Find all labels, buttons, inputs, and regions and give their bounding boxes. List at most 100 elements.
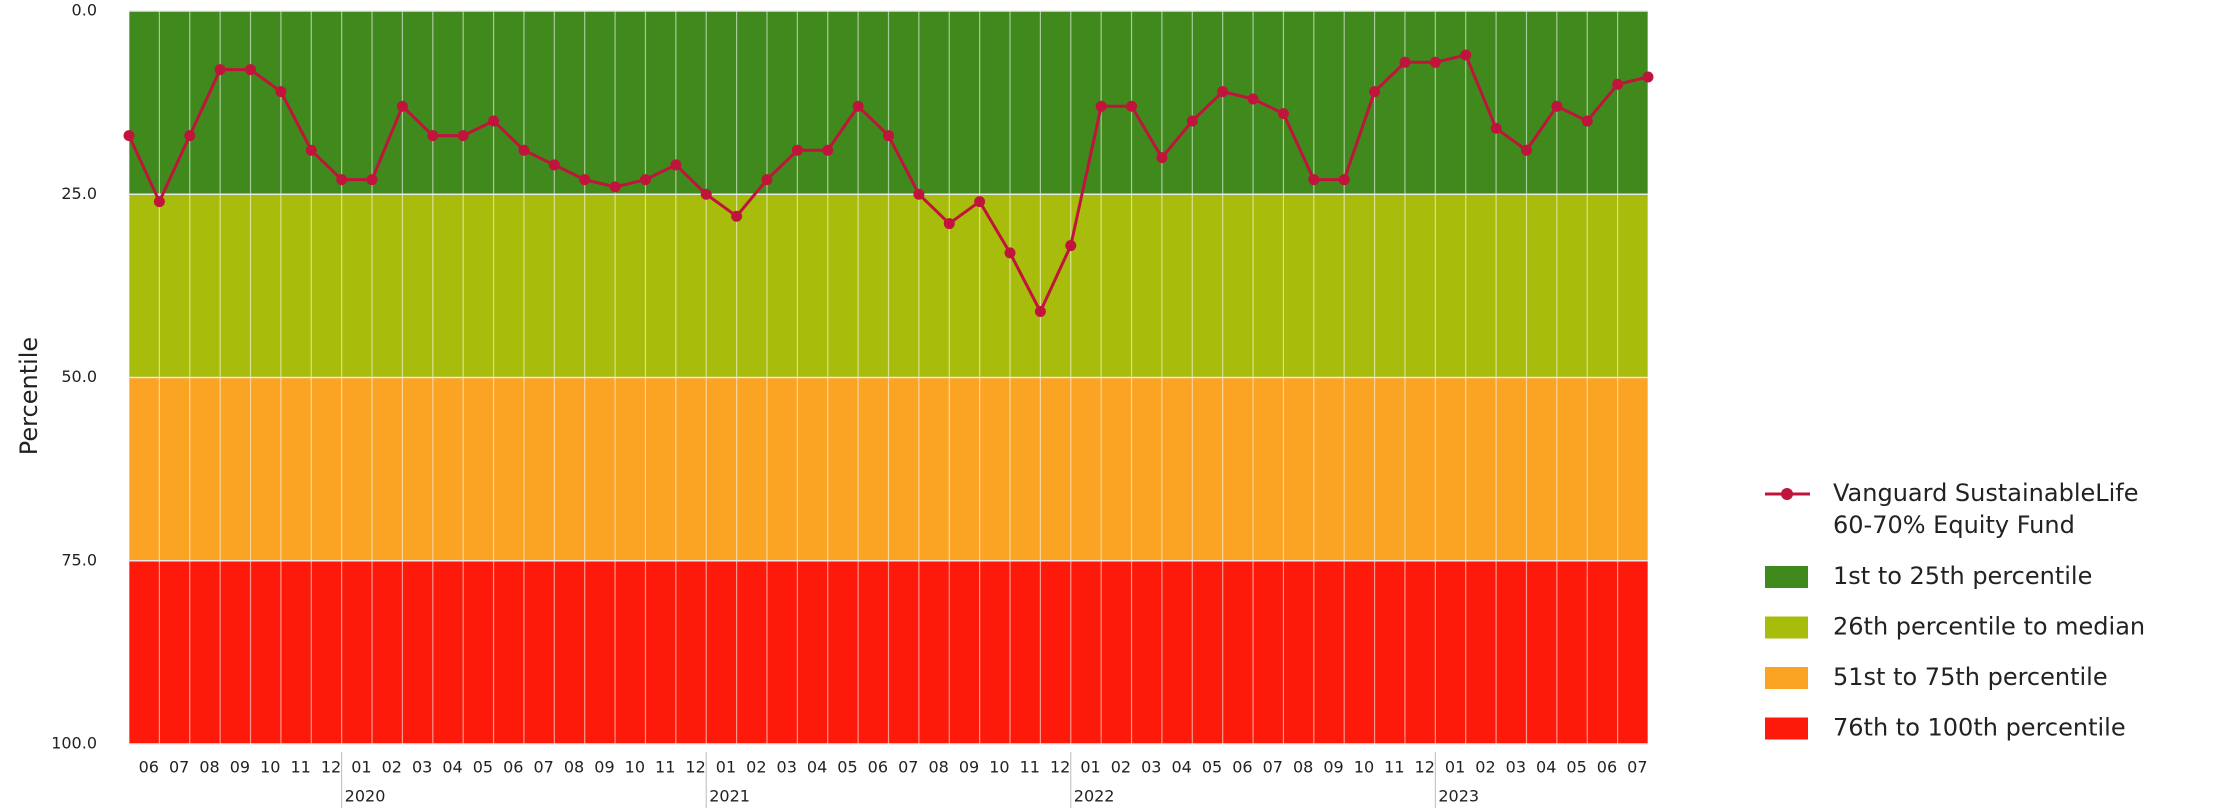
x-tick-label: 01 — [1080, 758, 1100, 777]
x-tick-label: 02 — [382, 758, 402, 777]
data-point — [639, 174, 651, 186]
data-point — [396, 100, 408, 112]
y-tick-label: 50.0 — [61, 367, 97, 386]
data-point — [1581, 115, 1593, 127]
data-point — [366, 174, 378, 186]
legend-line-text: 60-70% Equity Fund — [1833, 511, 2075, 539]
x-tick-label: 12 — [1050, 758, 1070, 777]
data-point — [822, 144, 834, 156]
data-point — [1490, 122, 1502, 134]
data-point — [1156, 152, 1168, 164]
legend-label: 26th percentile to median — [1833, 613, 2145, 641]
year-label: 2020 — [345, 787, 386, 806]
legend-swatch — [1765, 717, 1808, 740]
data-point — [548, 159, 560, 171]
legend-swatch — [1765, 667, 1808, 689]
x-tick-label: 11 — [290, 758, 310, 777]
x-tick-label: 04 — [1536, 758, 1556, 777]
data-point — [1369, 86, 1381, 98]
x-tick-label: 10 — [625, 758, 645, 777]
y-axis-label: Percentile — [15, 337, 43, 455]
data-point — [1126, 100, 1138, 112]
x-tick-label: 06 — [139, 758, 159, 777]
data-point — [1429, 56, 1441, 68]
data-point — [1551, 100, 1563, 112]
data-point — [1520, 144, 1532, 156]
legend-label: 76th to 100th percentile — [1833, 714, 2126, 742]
x-tick-label: 06 — [1232, 758, 1252, 777]
legend-label: Vanguard SustainableLife 60-70% Equity Fu… — [1833, 479, 2139, 539]
data-point — [1338, 174, 1350, 186]
data-point — [731, 210, 743, 222]
data-point — [974, 196, 986, 208]
data-point — [153, 196, 165, 208]
data-point — [1247, 93, 1259, 105]
x-tick-label: 11 — [1020, 758, 1040, 777]
data-point — [883, 130, 894, 142]
legend-marker — [1781, 488, 1793, 500]
x-tick-label: 07 — [1263, 758, 1283, 777]
x-tick-label: 07 — [1627, 758, 1647, 777]
x-tick-label: 10 — [1354, 758, 1374, 777]
year-label: 2023 — [1438, 787, 1479, 806]
legend-label: 1st to 25th percentile — [1833, 562, 2092, 590]
x-tick-label: 04 — [442, 758, 462, 777]
data-point — [123, 130, 135, 142]
x-tick-label: 01 — [716, 758, 736, 777]
x-tick-label: 03 — [1141, 758, 1161, 777]
data-point — [579, 174, 591, 186]
x-tick-label: 04 — [1171, 758, 1191, 777]
legend-swatch — [1765, 566, 1808, 588]
data-point — [1399, 56, 1411, 68]
data-point — [184, 130, 196, 142]
data-point — [488, 115, 500, 127]
data-point — [913, 188, 925, 200]
data-point — [457, 130, 469, 142]
x-tick-label: 08 — [199, 758, 219, 777]
legend-label: 51st to 75th percentile — [1833, 663, 2108, 691]
data-point — [245, 64, 257, 76]
year-label: 2022 — [1074, 787, 1115, 806]
data-point — [1034, 306, 1046, 318]
data-point — [609, 181, 621, 193]
x-tick-label: 09 — [594, 758, 614, 777]
y-tick-label: 100.0 — [51, 734, 97, 753]
x-tick-label: 07 — [534, 758, 554, 777]
data-point — [275, 86, 287, 98]
x-tick-label: 05 — [1202, 758, 1222, 777]
x-tick-label: 02 — [1111, 758, 1131, 777]
x-tick-label: 08 — [1293, 758, 1313, 777]
x-tick-label: 08 — [564, 758, 584, 777]
x-tick-label: 07 — [898, 758, 918, 777]
data-point — [1277, 108, 1289, 120]
x-tick-label: 03 — [777, 758, 797, 777]
x-tick-label: 11 — [1384, 758, 1404, 777]
data-point — [1308, 174, 1320, 186]
data-point — [791, 144, 803, 156]
x-tick-label: 12 — [1415, 758, 1435, 777]
x-tick-label: 06 — [503, 758, 523, 777]
data-point — [518, 144, 530, 156]
x-tick-label: 09 — [1323, 758, 1343, 777]
data-point — [943, 218, 955, 230]
data-point — [214, 64, 226, 76]
data-point — [1065, 240, 1077, 252]
x-tick-label: 01 — [351, 758, 371, 777]
x-tick-label: 06 — [868, 758, 888, 777]
x-tick-label: 03 — [412, 758, 432, 777]
x-tick-label: 09 — [230, 758, 250, 777]
x-tick-label: 10 — [260, 758, 280, 777]
x-tick-label: 06 — [1597, 758, 1617, 777]
x-tick-label: 12 — [685, 758, 705, 777]
data-point — [1460, 49, 1472, 61]
x-tick-label: 12 — [321, 758, 341, 777]
data-point — [336, 174, 348, 186]
x-tick-label: 10 — [989, 758, 1009, 777]
y-tick-label: 75.0 — [61, 550, 97, 569]
x-tick-label: 05 — [473, 758, 493, 777]
data-point — [1642, 71, 1654, 83]
y-tick-label: 25.0 — [61, 184, 97, 203]
data-point — [1095, 100, 1107, 112]
data-point — [761, 174, 773, 186]
